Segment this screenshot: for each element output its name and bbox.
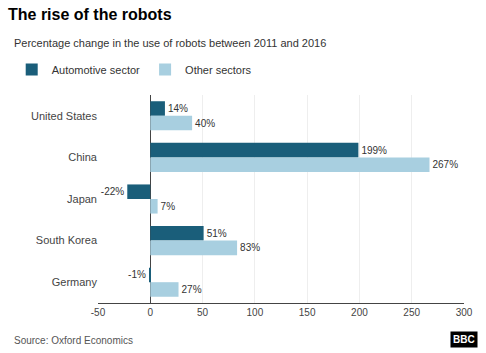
svg-text:China: China <box>68 151 98 163</box>
svg-text:Other sectors: Other sectors <box>185 64 252 76</box>
svg-text:7%: 7% <box>161 201 176 212</box>
svg-text:Automotive sector: Automotive sector <box>52 64 140 76</box>
svg-text:-50: -50 <box>91 307 106 318</box>
svg-text:250: 250 <box>403 307 420 318</box>
svg-text:Japan: Japan <box>67 193 97 205</box>
svg-text:267%: 267% <box>432 159 458 170</box>
svg-text:300: 300 <box>456 307 473 318</box>
svg-text:-1%: -1% <box>128 269 146 280</box>
svg-text:Source: Oxford Economics: Source: Oxford Economics <box>14 335 133 346</box>
svg-text:The rise of the robots: The rise of the robots <box>8 6 172 23</box>
svg-text:14%: 14% <box>168 103 188 114</box>
svg-text:0: 0 <box>148 307 154 318</box>
svg-text:51%: 51% <box>207 228 227 239</box>
svg-text:40%: 40% <box>195 118 215 129</box>
svg-text:83%: 83% <box>240 242 260 253</box>
svg-text:BBC: BBC <box>453 334 475 345</box>
svg-text:150: 150 <box>299 307 316 318</box>
svg-text:200: 200 <box>351 307 368 318</box>
svg-text:27%: 27% <box>182 284 202 295</box>
svg-text:United States: United States <box>31 110 98 122</box>
svg-text:Percentage change in the use o: Percentage change in the use of robots b… <box>14 37 326 49</box>
svg-text:-22%: -22% <box>101 186 124 197</box>
svg-text:100: 100 <box>247 307 264 318</box>
svg-text:Germany: Germany <box>52 276 98 288</box>
svg-text:50: 50 <box>197 307 209 318</box>
svg-text:199%: 199% <box>361 145 387 156</box>
svg-text:South Korea: South Korea <box>36 234 98 246</box>
